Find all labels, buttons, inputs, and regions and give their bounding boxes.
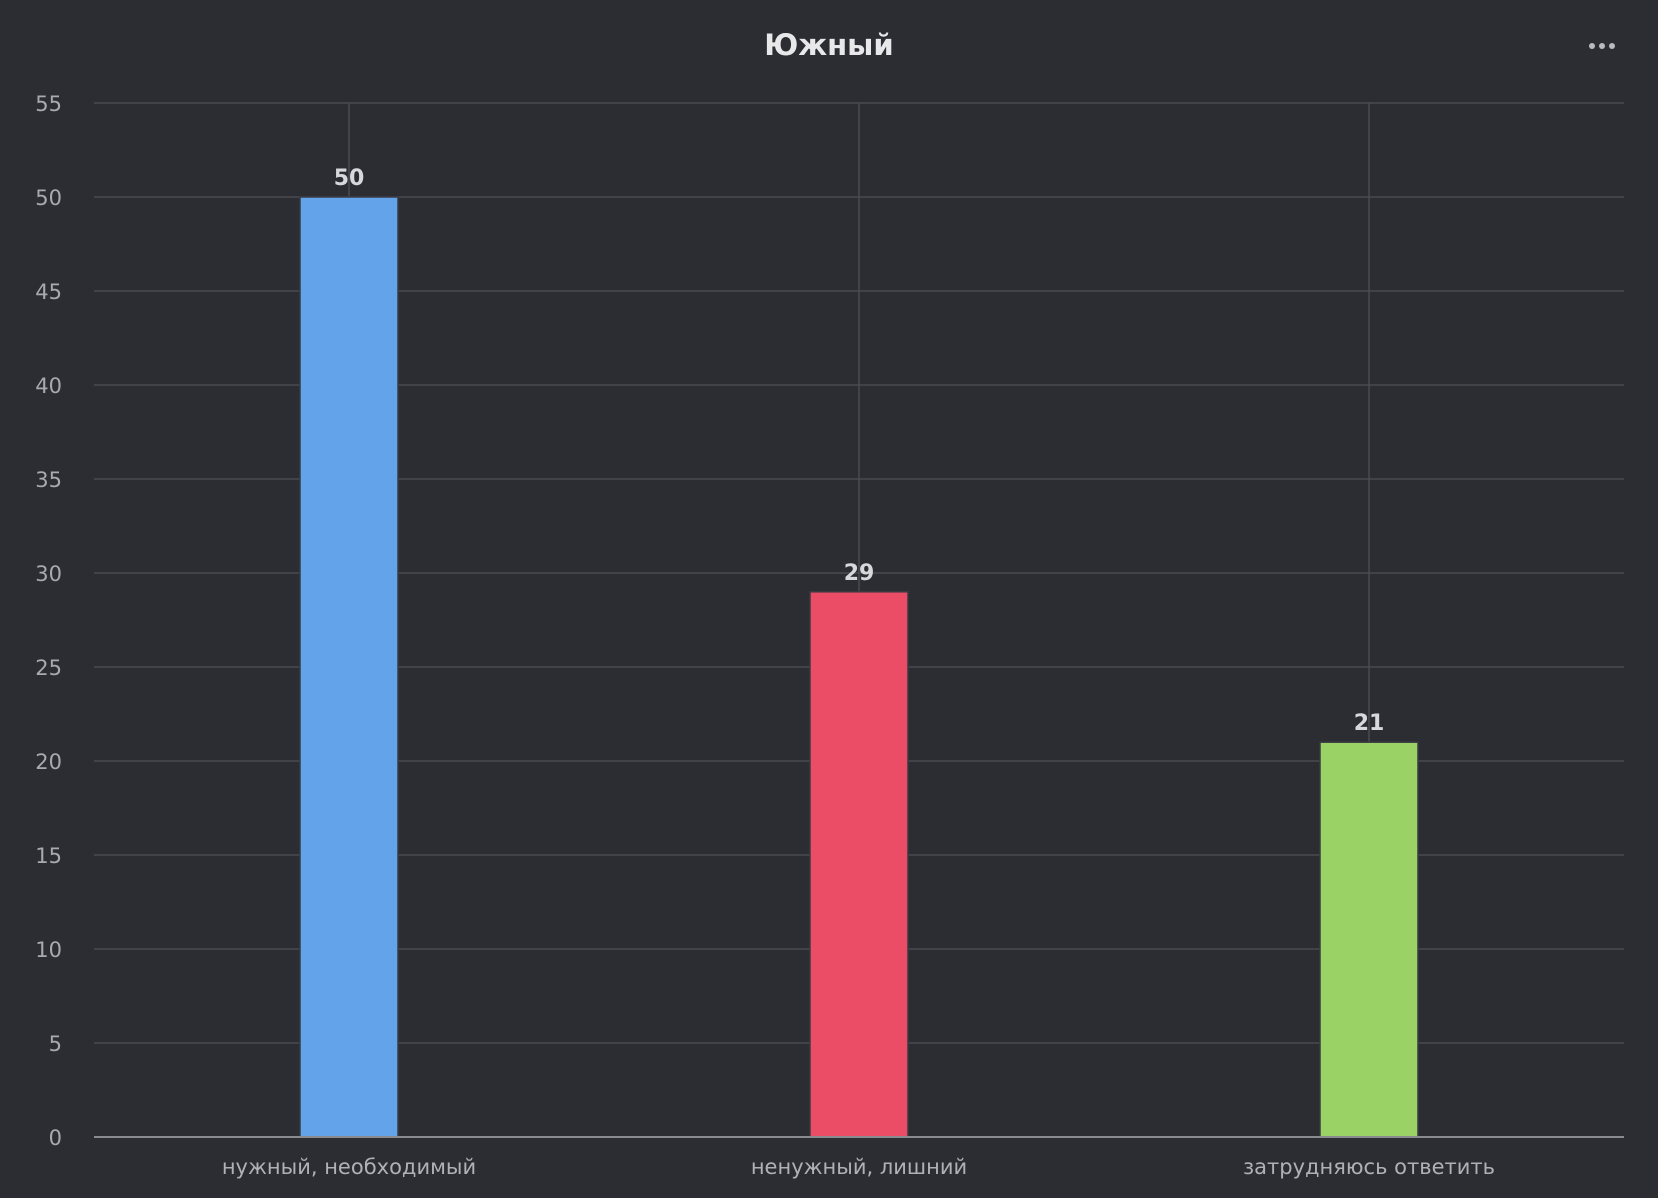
data-label: 50	[334, 166, 365, 191]
menu-dot	[1589, 43, 1595, 49]
y-tick-label: 25	[35, 656, 62, 680]
x-category-label: ненужный, лишний	[751, 1155, 967, 1179]
data-label: 29	[844, 561, 875, 586]
y-tick-label: 10	[35, 938, 62, 962]
x-category-label: нужный, необходимый	[222, 1155, 476, 1179]
menu-dot	[1609, 43, 1615, 49]
more-horizontal-icon[interactable]	[1582, 30, 1622, 62]
y-tick-label: 55	[35, 92, 62, 116]
x-category-label: затрудняюсь ответить	[1243, 1155, 1495, 1179]
y-tick-label: 5	[49, 1032, 62, 1056]
bar	[299, 196, 399, 1138]
bar	[1319, 741, 1419, 1138]
y-tick-label: 35	[35, 468, 62, 492]
menu-dot	[1599, 43, 1605, 49]
chart-title: Южный	[764, 28, 894, 62]
y-tick-label: 15	[35, 844, 62, 868]
y-tick-label: 20	[35, 750, 62, 774]
y-tick-label: 50	[35, 186, 62, 210]
y-tick-label: 40	[35, 374, 62, 398]
y-tick-label: 45	[35, 280, 62, 304]
data-label: 21	[1354, 711, 1385, 736]
y-tick-label: 30	[35, 562, 62, 586]
y-tick-label: 0	[49, 1126, 62, 1150]
bar	[809, 591, 909, 1138]
